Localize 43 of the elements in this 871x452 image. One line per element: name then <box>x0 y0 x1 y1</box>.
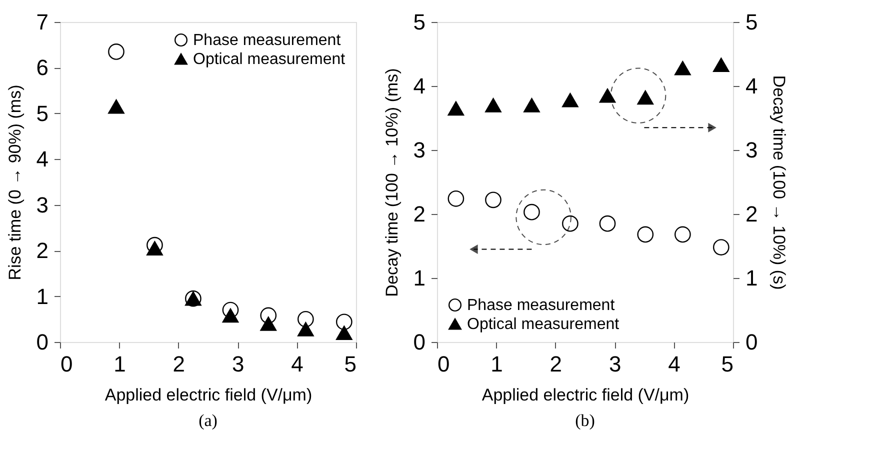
text: (a) <box>198 411 218 430</box>
y-axis-title: Decay time (100 → 10%) (ms) <box>382 68 402 297</box>
y-tick-label: 0 <box>413 330 426 354</box>
y-tick-label: 5 <box>413 10 426 34</box>
y-tick-label: 2 <box>413 202 426 226</box>
y-tick-label: 6 <box>36 55 48 80</box>
x-tick-label: 0 <box>438 352 450 376</box>
legend-label: Optical measurement <box>467 316 620 333</box>
y2-tick-label: 1 <box>746 266 758 290</box>
x-tick-label: 2 <box>172 352 186 376</box>
x-tick-label: 2 <box>550 352 562 376</box>
x-tick-label: 1 <box>114 352 126 376</box>
y2-axis-title: Decay time (100 → 10%) (s) <box>770 75 789 290</box>
y-tick-label: 5 <box>36 100 48 126</box>
y-axis-title: Rise time (0 → 90%) (ms) <box>5 84 24 280</box>
y-tick-label: 7 <box>36 10 48 34</box>
legend-label: Optical measurement <box>193 51 346 68</box>
x-axis-title: Applied electric field (V/μm) <box>104 386 312 404</box>
y-tick-label: 0 <box>36 330 48 354</box>
y2-tick-label: 3 <box>746 138 758 162</box>
y-tick-label: 1 <box>36 284 48 309</box>
x-tick-label: 0 <box>60 352 73 376</box>
x-tick-label: 3 <box>608 352 622 376</box>
y2-tick-label: 2 <box>746 202 758 226</box>
x-tick-label: 3 <box>232 352 244 376</box>
x-tick-label: 5 <box>721 352 734 376</box>
x-tick-label: 4 <box>668 352 680 376</box>
y-tick-label: 2 <box>36 238 48 264</box>
y-tick-label: 4 <box>36 146 48 172</box>
x-axis-title: Applied electric field (V/μm) <box>482 386 690 404</box>
y2-tick-label: 0 <box>746 330 758 354</box>
text: (b) <box>575 411 595 430</box>
y2-tick-label: 4 <box>746 74 758 98</box>
y-tick-label: 1 <box>413 266 426 290</box>
x-tick-label: 4 <box>291 352 304 376</box>
x-tick-label: 5 <box>344 352 356 376</box>
legend-label: Phase measurement <box>467 297 616 314</box>
legend-label: Phase measurement <box>193 32 342 49</box>
x-tick-label: 1 <box>490 352 503 376</box>
y-tick-label: 3 <box>413 138 426 162</box>
y-tick-label: 4 <box>413 74 426 98</box>
y2-tick-label: 5 <box>746 10 758 34</box>
y-tick-label: 3 <box>36 192 48 218</box>
